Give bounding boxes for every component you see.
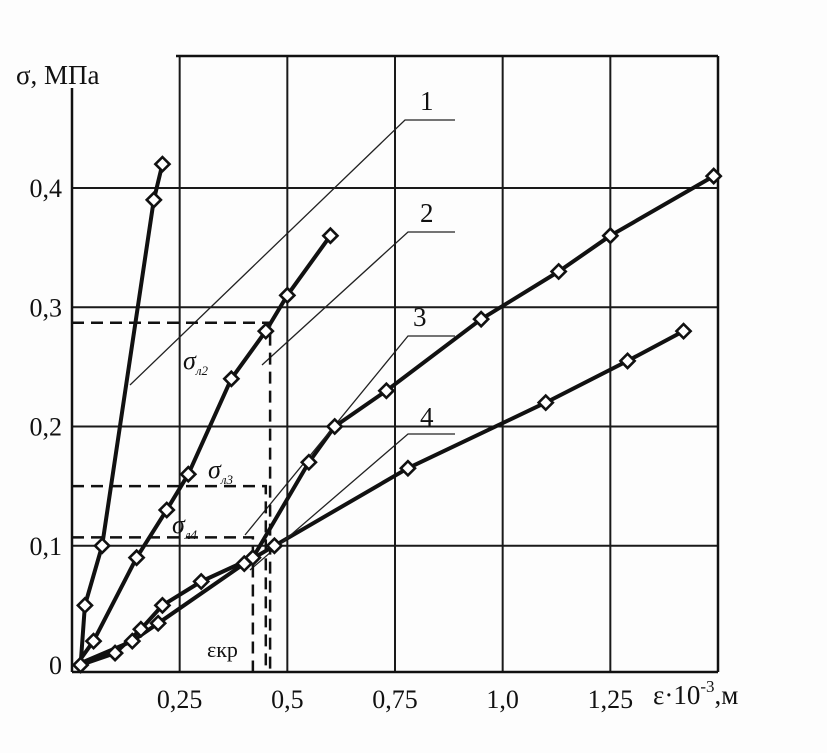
marker-curve-3-4 [192, 572, 211, 591]
y-axis-label: σ, МПа [16, 60, 100, 90]
x-tick-label-4: 1,25 [588, 685, 634, 714]
marker-curve-3-3 [153, 596, 172, 615]
marker-curve-4-3 [235, 554, 254, 573]
marker-curve-2-3 [157, 501, 176, 519]
x-tick-label-1: 0,5 [271, 685, 304, 714]
epsilon-kr-label: εкр [207, 637, 238, 662]
leader-line-1 [129, 119, 455, 386]
marker-curve-1-3 [144, 191, 163, 209]
marker-curve-4-6 [536, 393, 555, 412]
plot-frame [70, 54, 720, 674]
x-tick-label-2: 0,75 [372, 685, 418, 714]
sigma-l3-subscript: л3 [220, 472, 234, 487]
leader-line-3 [244, 335, 455, 536]
marker-curve-4-8 [674, 322, 693, 341]
marker-curve-3-6 [299, 453, 318, 472]
marker-curve-1-0 [71, 656, 90, 674]
marker-curve-3-11 [601, 226, 620, 245]
x-axis-label: ε·10-3,м [653, 677, 738, 710]
marker-curve-3-8 [377, 381, 396, 400]
marker-curve-4-5 [399, 459, 417, 478]
sigma-l4-subscript: л4 [184, 527, 198, 542]
dashed-line-sigma3 [72, 484, 268, 672]
dashed-line-sigma2 [72, 321, 272, 672]
x-axis-label-exponent: -3 [700, 677, 714, 696]
sigma-l2-symbol: σ [183, 346, 197, 375]
marker-curve-4-1 [123, 632, 142, 651]
marker-curve-1-1 [76, 596, 94, 615]
curve-label-2: 2 [420, 198, 434, 228]
y-tick-label-2: 0,2 [30, 413, 63, 442]
curve-label-1: 1 [420, 86, 434, 116]
curve-label-4: 4 [420, 402, 434, 432]
y-tick-label-4: 0,4 [30, 174, 63, 203]
curve-leader-lines [129, 119, 455, 571]
curve-label-3: 3 [413, 302, 427, 332]
sigma-l4-symbol: σ [172, 510, 186, 539]
curve-3-line [78, 174, 716, 667]
leader-line-4 [249, 433, 455, 571]
marker-curve-4-4 [265, 536, 284, 555]
data-markers [71, 155, 723, 674]
marker-curve-3-2 [131, 620, 150, 639]
sigma-l2-subscript: л2 [195, 363, 209, 378]
sigma-l2-annotation: σл2 [183, 346, 208, 378]
x-axis-label-base: ε·10 [653, 680, 700, 710]
marker-curve-3-10 [549, 262, 568, 281]
y-tick-label-1: 0,1 [30, 532, 63, 561]
x-axis-label-unit: ,м [715, 680, 739, 710]
leader-line-2 [261, 231, 455, 366]
marker-curve-2-6 [256, 322, 275, 341]
y-tick-label-3: 0,3 [30, 293, 63, 322]
sigma-l3-annotation: σл3 [208, 455, 233, 487]
sigma-l4-annotation: σл4 [172, 510, 197, 542]
marker-curve-4-7 [618, 352, 637, 370]
sigma-l3-symbol: σ [208, 455, 222, 484]
x-tick-label-3: 1,0 [486, 685, 519, 714]
marker-curve-2-2 [127, 548, 146, 567]
tick-labels: 0,25 0,5 0,75 1,0 1,25 0 0,1 0,2 0,3 0,4 [30, 174, 634, 714]
marker-curve-3-1 [106, 644, 124, 662]
marker-curve-2-5 [222, 369, 241, 388]
marker-curve-2-4 [179, 465, 198, 484]
curve-4-line [74, 329, 686, 667]
yield-dashed-lines [72, 321, 272, 672]
dashed-line-sigma4 [72, 536, 255, 672]
marker-curve-2-8 [321, 226, 340, 245]
marker-curve-3-12 [704, 167, 723, 185]
x-tick-label-0: 0,25 [157, 685, 203, 714]
marker-curve-3-9 [472, 310, 491, 329]
marker-curve-4-2 [149, 614, 168, 633]
marker-curve-3-7 [325, 417, 344, 436]
marker-curve-1-2 [93, 536, 112, 555]
marker-curve-1-4 [153, 155, 172, 174]
marker-curve-2-7 [278, 286, 297, 305]
marker-curve-2-1 [84, 632, 103, 651]
y-tick-label-0: 0 [49, 651, 62, 680]
chart-grid [72, 56, 718, 672]
